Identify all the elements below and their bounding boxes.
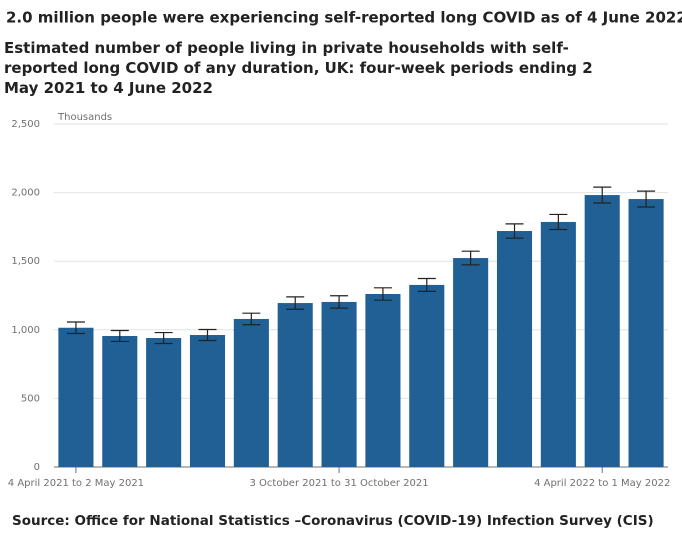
y-tick-label: 2,500 — [11, 119, 40, 130]
error-bar — [242, 312, 261, 326]
bar — [277, 303, 313, 467]
y-tick-label: 1,000 — [11, 325, 40, 336]
bar — [540, 221, 576, 467]
error-bar — [330, 295, 349, 309]
error-bar — [66, 321, 85, 335]
bar — [58, 327, 94, 467]
bar — [628, 199, 664, 467]
error-bar — [549, 213, 568, 231]
x-tick-label: 4 April 2021 to 2 May 2021 — [8, 478, 144, 489]
bar — [321, 301, 357, 467]
error-bar — [286, 296, 305, 310]
error-bar — [593, 186, 612, 204]
error-bar — [417, 277, 436, 292]
error-bar — [461, 250, 480, 266]
error-bar — [637, 190, 656, 208]
error-bar — [198, 328, 217, 342]
bar — [453, 258, 489, 467]
error-bar — [154, 331, 173, 345]
chart-title: 2.0 million people were experiencing sel… — [6, 9, 682, 27]
bar — [102, 335, 138, 467]
subtitle-box: Estimated number of people living in pri… — [4, 39, 593, 97]
error-bar — [110, 329, 129, 343]
source: Source: Office for National Statistics –… — [12, 513, 654, 529]
chart-subtitle: Estimated number of people living in pri… — [4, 39, 593, 97]
y-tick-label: 500 — [21, 393, 40, 404]
error-bar — [373, 287, 392, 301]
x-tick-label: 3 October 2021 to 31 October 2021 — [250, 478, 429, 489]
y-axis-label: Thousands — [57, 112, 112, 123]
x-tick-label: 4 April 2022 to 1 May 2022 — [534, 478, 670, 489]
y-tick-label: 2,000 — [11, 188, 40, 199]
bar — [409, 284, 445, 467]
error-bar — [505, 223, 524, 239]
bar — [189, 335, 226, 467]
y-tick-label: 0 — [34, 462, 40, 473]
bar — [496, 231, 533, 467]
bar — [584, 195, 620, 468]
y-tick-label: 1,500 — [11, 256, 40, 267]
bar — [233, 318, 269, 467]
bar — [365, 293, 401, 467]
bar — [146, 338, 182, 467]
